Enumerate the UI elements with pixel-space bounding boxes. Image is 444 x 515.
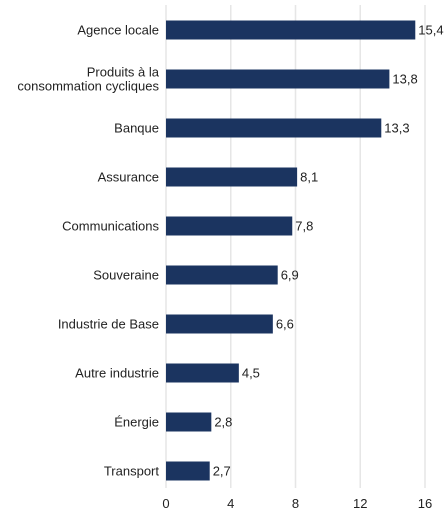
category-label: Industrie de Base [58, 317, 159, 332]
value-label: 6,9 [281, 268, 299, 283]
category-labels: Agence locale Produits à la consommation c… [17, 23, 159, 479]
category-label: Transport [104, 464, 160, 479]
value-label: 2,7 [213, 464, 231, 479]
x-tick-label: 16 [418, 496, 432, 511]
bar [166, 314, 273, 334]
bar [166, 216, 293, 236]
bars [166, 20, 416, 481]
value-label: 13,3 [384, 121, 409, 136]
bar [166, 167, 298, 187]
value-label: 8,1 [300, 170, 318, 185]
x-tick-label: 8 [292, 496, 299, 511]
bar [166, 412, 212, 432]
value-label: 2,8 [214, 415, 232, 430]
category-label: Énergie [114, 415, 159, 430]
value-labels: 15,4 13,8 13,3 8,1 7,8 6,9 6,6 4,5 2,8 2,7 [213, 23, 444, 479]
value-label: 4,5 [242, 366, 260, 381]
bar [166, 20, 416, 40]
category-label: Produits à la consommation cycliques [17, 65, 159, 94]
bar [166, 461, 210, 481]
value-label: 13,8 [392, 72, 417, 87]
category-label: Assurance [98, 170, 159, 185]
value-label: 6,6 [276, 317, 294, 332]
category-label: Autre industrie [75, 366, 159, 381]
value-label: 7,8 [295, 219, 313, 234]
bar [166, 118, 382, 138]
x-tick-label: 4 [227, 496, 234, 511]
x-tick-label: 12 [353, 496, 367, 511]
category-label: Communications [62, 219, 159, 234]
x-tick-label: 0 [162, 496, 169, 511]
bar [166, 363, 239, 383]
category-label: Souveraine [93, 268, 159, 283]
bar [166, 69, 390, 89]
category-label: Agence locale [77, 23, 159, 38]
x-axis-ticks: 0 4 8 12 16 [162, 496, 432, 511]
value-label: 15,4 [418, 23, 443, 38]
category-label: Banque [114, 121, 159, 136]
bar [166, 265, 278, 285]
